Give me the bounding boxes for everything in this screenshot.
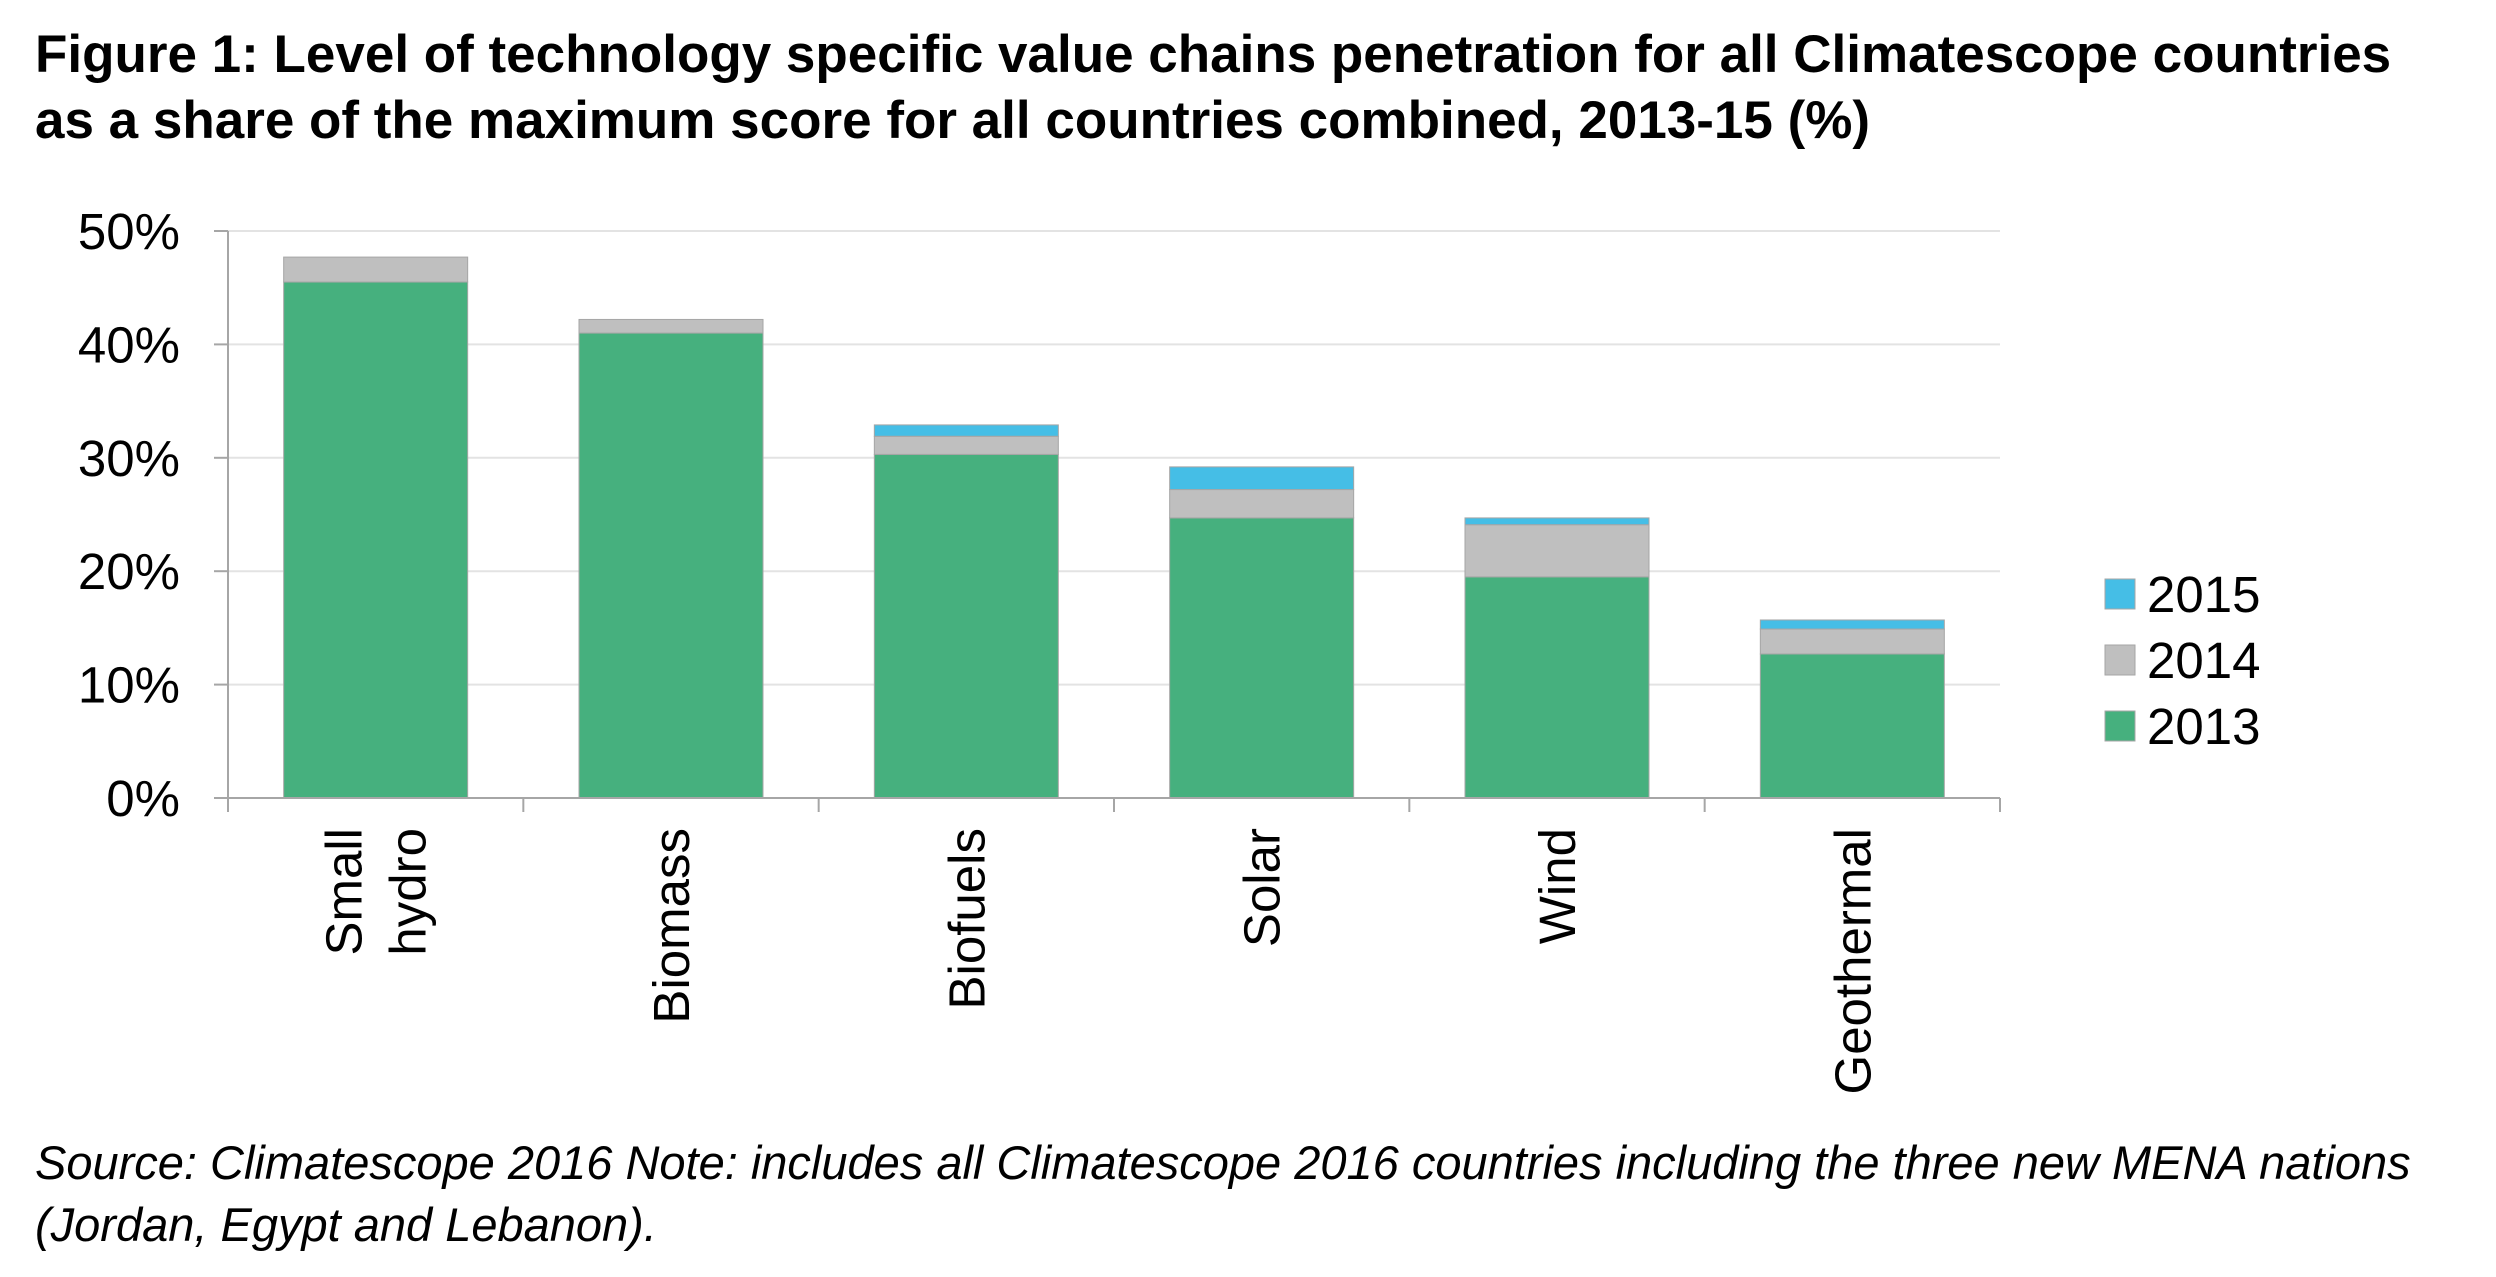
y-tick-label-30: 30% xyxy=(78,430,180,487)
legend: 2015 2014 2013 xyxy=(2104,566,2260,755)
x-category-label-solar: Solar xyxy=(1234,828,1291,947)
gridlines xyxy=(228,230,2000,686)
x-category-label-biofuels: Biofuels xyxy=(938,828,995,1009)
bar-biomass-2014 xyxy=(578,318,764,334)
x-category-label-hydro: hydro xyxy=(380,828,437,956)
bar-solar-2014 xyxy=(1169,489,1355,519)
bar-biofuels-2013 xyxy=(873,453,1059,799)
bar-biofuels-2014 xyxy=(873,435,1059,455)
legend-swatch-2013 xyxy=(2104,710,2136,742)
bar-wind-2013 xyxy=(1464,576,1650,799)
x-category-label-small: Small xyxy=(316,828,373,956)
bar-solar-2015 xyxy=(1169,466,1355,491)
bar-geothermal-2015 xyxy=(1759,619,1945,630)
y-tick-label-20: 20% xyxy=(78,543,180,600)
bar-geothermal-2013 xyxy=(1759,653,1945,799)
bar-geothermal-2014 xyxy=(1759,628,1945,655)
source-note: Source: Climatescope 2016 Note: includes… xyxy=(35,1136,2411,1251)
legend-label-2014: 2014 xyxy=(2147,632,2260,689)
x-axis-category-labels: Small hydro Biomass Biofuels Solar Wind Geothe… xyxy=(316,828,1882,1094)
bar-small-hydro-2013 xyxy=(283,281,469,799)
axes xyxy=(214,230,2001,812)
y-tick-label-0: 0% xyxy=(106,770,180,827)
y-tick-label-50: 50% xyxy=(78,203,180,260)
legend-label-2015: 2015 xyxy=(2147,566,2260,623)
bar-wind-2015 xyxy=(1464,517,1650,526)
bar-small-hydro-2014 xyxy=(283,256,469,283)
x-category-label-geothermal: Geothermal xyxy=(1824,828,1881,1094)
bars xyxy=(283,256,1945,799)
y-tick-label-10: 10% xyxy=(78,657,180,714)
legend-swatch-2015 xyxy=(2104,578,2136,610)
x-category-label-wind: Wind xyxy=(1529,828,1586,944)
bar-wind-2014 xyxy=(1464,524,1650,578)
bar-biofuels-2015 xyxy=(873,424,1059,437)
bar-solar-2013 xyxy=(1169,517,1355,799)
bar-biomass-2013 xyxy=(578,332,764,799)
legend-label-2013: 2013 xyxy=(2147,698,2260,755)
y-tick-label-40: 40% xyxy=(78,316,180,373)
chart-title: Figure 1: Level of technology specific v… xyxy=(35,25,2392,150)
y-axis-tick-labels: 0% 10% 20% 30% 40% 50% xyxy=(78,203,180,827)
legend-swatch-2014 xyxy=(2104,644,2136,676)
x-category-label-biomass: Biomass xyxy=(643,828,700,1024)
